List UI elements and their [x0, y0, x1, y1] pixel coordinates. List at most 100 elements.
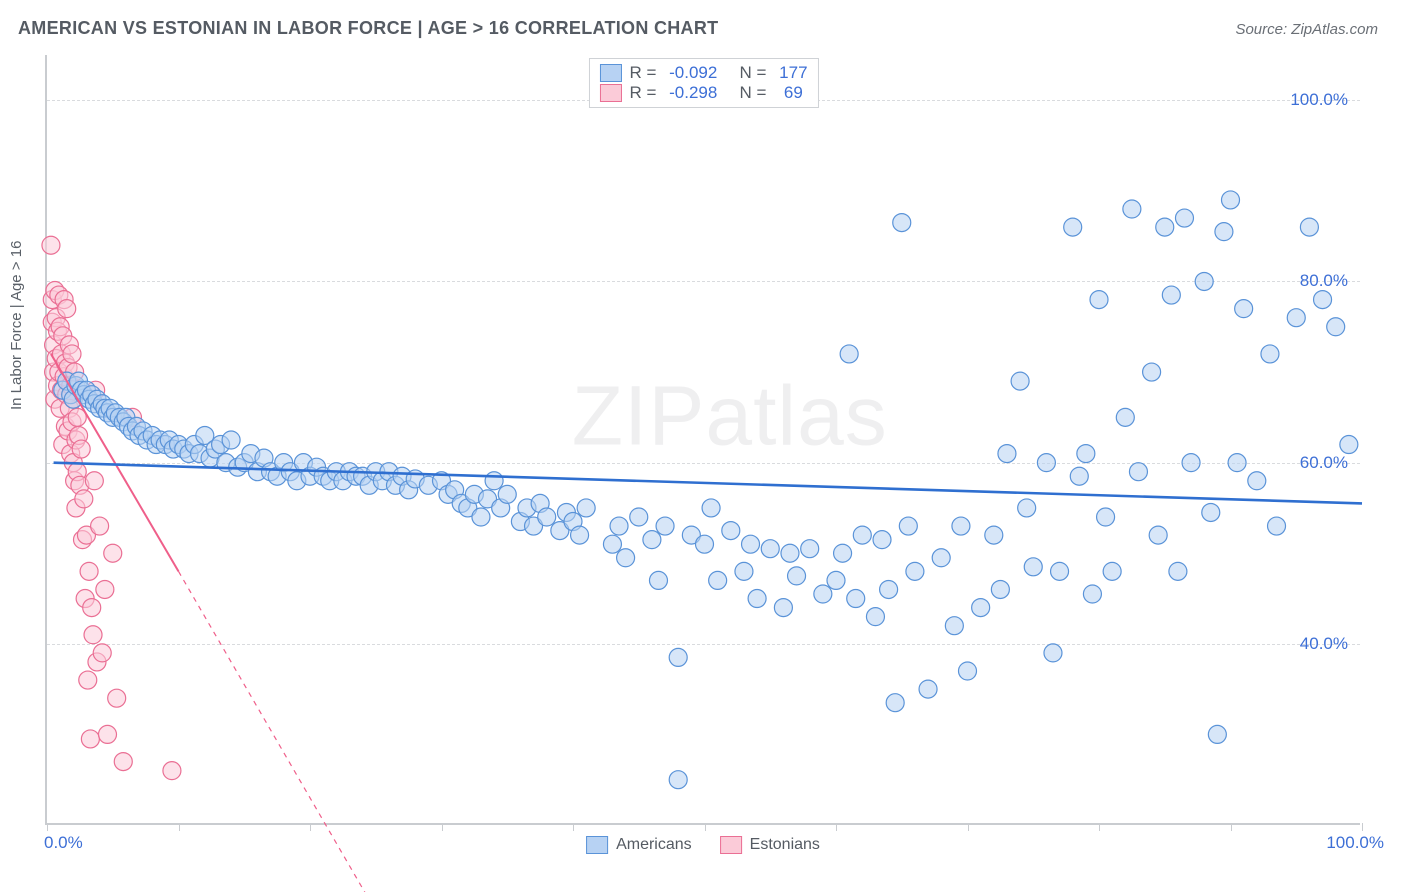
data-point	[761, 540, 779, 558]
data-point	[722, 522, 740, 540]
data-point	[1208, 725, 1226, 743]
data-point	[96, 580, 114, 598]
data-point	[91, 517, 109, 535]
data-point	[788, 567, 806, 585]
x-tick	[836, 823, 837, 831]
legend-label: Americans	[616, 836, 692, 854]
trend-line	[54, 463, 1362, 504]
x-tick	[47, 823, 48, 831]
scatter-svg	[47, 55, 1360, 823]
data-point	[222, 431, 240, 449]
data-point	[893, 214, 911, 232]
trend-line	[179, 571, 389, 892]
legend-label: Estonians	[750, 836, 820, 854]
data-point	[1090, 291, 1108, 309]
data-point	[93, 644, 111, 662]
legend-swatch	[720, 836, 742, 854]
legend-row: R = -0.298 N = 69	[599, 83, 807, 103]
data-point	[952, 517, 970, 535]
x-tick	[1231, 823, 1232, 831]
chart-title: AMERICAN VS ESTONIAN IN LABOR FORCE | AG…	[18, 18, 718, 39]
x-axis-max-label: 100.0%	[1326, 833, 1384, 853]
legend-r-label: R =	[629, 83, 661, 103]
data-point	[1116, 408, 1134, 426]
data-point	[1175, 209, 1193, 227]
data-point	[932, 549, 950, 567]
data-point	[42, 236, 60, 254]
legend-r-value: -0.092	[669, 63, 717, 83]
x-tick	[442, 823, 443, 831]
data-point	[840, 345, 858, 363]
data-point	[472, 508, 490, 526]
data-point	[1182, 454, 1200, 472]
data-point	[1064, 218, 1082, 236]
data-point	[669, 771, 687, 789]
data-point	[79, 671, 97, 689]
data-point	[1327, 318, 1345, 336]
data-point	[1169, 562, 1187, 580]
data-point	[58, 300, 76, 318]
data-point	[1268, 517, 1286, 535]
data-point	[485, 472, 503, 490]
data-point	[853, 526, 871, 544]
data-point	[945, 617, 963, 635]
data-point	[1018, 499, 1036, 517]
data-point	[1149, 526, 1167, 544]
data-point	[75, 490, 93, 508]
data-point	[899, 517, 917, 535]
data-point	[774, 599, 792, 617]
data-point	[748, 590, 766, 608]
legend-item: Americans	[586, 836, 692, 854]
series-legend: Americans Estonians	[586, 836, 820, 854]
data-point	[1202, 503, 1220, 521]
data-point	[630, 508, 648, 526]
x-axis-min-label: 0.0%	[44, 833, 83, 853]
data-point	[1261, 345, 1279, 363]
data-point	[72, 440, 90, 458]
data-point	[1044, 644, 1062, 662]
source-attribution: Source: ZipAtlas.com	[1235, 21, 1378, 38]
chart-plot-area: ZIPatlas R = -0.092 N = 177R = -0.298 N …	[45, 55, 1360, 825]
data-point	[834, 544, 852, 562]
data-point	[571, 526, 589, 544]
data-point	[1024, 558, 1042, 576]
data-point	[709, 571, 727, 589]
data-point	[1162, 286, 1180, 304]
data-point	[742, 535, 760, 553]
data-point	[84, 626, 102, 644]
legend-item: Estonians	[720, 836, 820, 854]
legend-r-value: -0.298	[669, 83, 717, 103]
legend-row: R = -0.092 N = 177	[599, 63, 807, 83]
data-point	[1340, 436, 1358, 454]
x-tick	[573, 823, 574, 831]
data-point	[1287, 309, 1305, 327]
y-axis-label: In Labor Force | Age > 16	[8, 241, 25, 410]
x-tick	[1362, 823, 1363, 831]
data-point	[577, 499, 595, 517]
x-tick	[310, 823, 311, 831]
legend-n-value: 177	[779, 63, 807, 83]
data-point	[1156, 218, 1174, 236]
data-point	[1011, 372, 1029, 390]
data-point	[959, 662, 977, 680]
data-point	[801, 540, 819, 558]
data-point	[617, 549, 635, 567]
data-point	[104, 544, 122, 562]
data-point	[1300, 218, 1318, 236]
data-point	[972, 599, 990, 617]
data-point	[114, 753, 132, 771]
x-tick	[179, 823, 180, 831]
data-point	[919, 680, 937, 698]
data-point	[81, 730, 99, 748]
legend-swatch	[599, 84, 621, 102]
data-point	[1195, 272, 1213, 290]
data-point	[656, 517, 674, 535]
data-point	[873, 531, 891, 549]
data-point	[866, 608, 884, 626]
data-point	[610, 517, 628, 535]
x-tick	[968, 823, 969, 831]
data-point	[85, 472, 103, 490]
x-tick	[1099, 823, 1100, 831]
data-point	[1051, 562, 1069, 580]
data-point	[702, 499, 720, 517]
